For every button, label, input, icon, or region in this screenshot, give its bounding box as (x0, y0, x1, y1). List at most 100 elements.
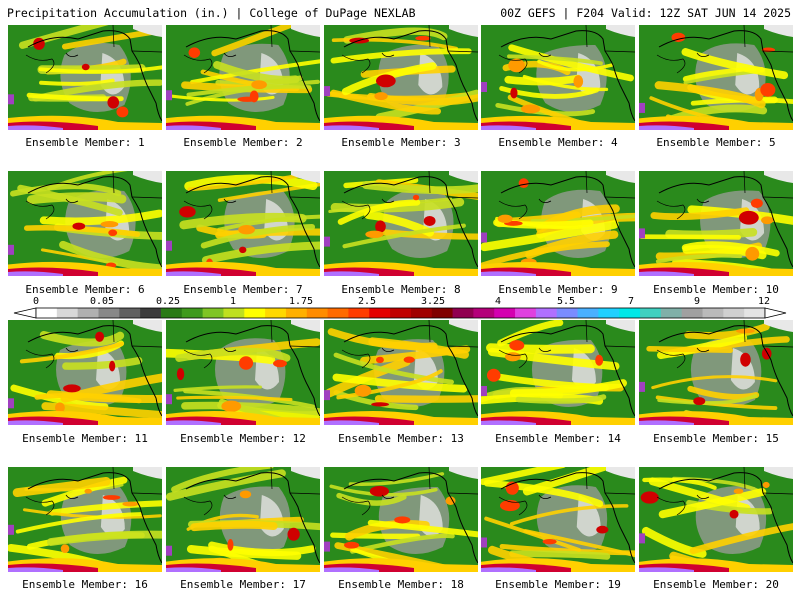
colorbar-segment (119, 308, 141, 318)
colorbar-segment (244, 308, 266, 318)
colorbar-tick-label: 1 (229, 296, 237, 307)
colorbar-segment (660, 308, 683, 318)
ensemble-map (324, 25, 478, 130)
colorbar-segment (494, 308, 516, 318)
precipitation-map (639, 25, 793, 130)
ensemble-member-label: Ensemble Member: 8 (341, 283, 461, 296)
ensemble-member-label: Ensemble Member: 10 (653, 283, 779, 296)
ensemble-member-label: Ensemble Member: 1 (25, 136, 145, 149)
colorbar-segment (723, 308, 745, 318)
header-title: Precipitation Accumulation (in.) | Colle… (7, 6, 416, 20)
precipitation-map (166, 320, 320, 425)
colorbar-segment (181, 308, 204, 318)
colorbar-segment (265, 308, 287, 318)
colorbar-low-arrow (13, 307, 37, 319)
ensemble-map (324, 320, 478, 425)
precipitation-map (166, 171, 320, 276)
precipitation-map (481, 25, 635, 130)
colorbar-tick-label: 12 (757, 296, 771, 307)
header-run-info: 00Z GEFS | F204 Valid: 12Z SAT JUN 14 20… (500, 6, 791, 20)
precipitation-map (324, 25, 478, 130)
ensemble-member-label: Ensemble Member: 11 (22, 432, 148, 445)
ensemble-map (8, 467, 162, 572)
precipitation-map (481, 320, 635, 425)
ensemble-map (166, 25, 320, 130)
ensemble-member-label: Ensemble Member: 20 (653, 578, 779, 591)
colorbar-segment (681, 308, 704, 318)
colorbar-segment (640, 308, 662, 318)
colorbar-segment (598, 308, 620, 318)
ensemble-map (481, 467, 635, 572)
colorbar-segment (556, 308, 579, 318)
ensemble-member-label: Ensemble Member: 5 (656, 136, 776, 149)
ensemble-map (8, 171, 162, 276)
ensemble-member-label: Ensemble Member: 19 (495, 578, 621, 591)
ensemble-map (166, 320, 320, 425)
ensemble-member-label: Ensemble Member: 16 (22, 578, 148, 591)
colorbar-tick-label: 0 (32, 296, 40, 307)
ensemble-member-label: Ensemble Member: 6 (25, 283, 145, 296)
colorbar-segment (473, 308, 495, 318)
colorbar-high-arrow (764, 307, 787, 319)
ensemble-map (481, 171, 635, 276)
ensemble-member-label: Ensemble Member: 17 (180, 578, 306, 591)
colorbar-segment (619, 308, 641, 318)
colorbar-tick-label: 0.25 (155, 296, 181, 307)
ensemble-map (324, 171, 478, 276)
precipitation-map (8, 320, 162, 425)
ensemble-map (639, 171, 793, 276)
colorbar-segment (98, 308, 120, 318)
precipitation-map (639, 171, 793, 276)
precipitation-map (8, 25, 162, 130)
precipitation-map (166, 467, 320, 572)
colorbar-segment (36, 308, 58, 318)
ensemble-map (481, 320, 635, 425)
ensemble-map (324, 467, 478, 572)
precipitation-map (8, 467, 162, 572)
colorbar-segment (202, 308, 224, 318)
precipitation-map (324, 467, 478, 572)
colorbar-segment (223, 308, 245, 318)
colorbar-segment (160, 308, 183, 318)
ensemble-map (8, 25, 162, 130)
colorbar-segment (285, 308, 308, 318)
ensemble-member-label: Ensemble Member: 15 (653, 432, 779, 445)
colorbar-segment (77, 308, 99, 318)
colorbar-tick-label: 5.5 (556, 296, 576, 307)
ensemble-map (166, 467, 320, 572)
colorbar-segment (535, 308, 558, 318)
precipitation-map (639, 320, 793, 425)
ensemble-member-label: Ensemble Member: 13 (338, 432, 464, 445)
precipitation-map (639, 467, 793, 572)
colorbar-segment (348, 308, 370, 318)
colorbar-segment (306, 308, 329, 318)
colorbar-segment (577, 308, 599, 318)
colorbar-tick-label: 2.5 (357, 296, 377, 307)
ensemble-map (166, 171, 320, 276)
colorbar-tick-label: 0.05 (89, 296, 115, 307)
ensemble-member-label: Ensemble Member: 4 (498, 136, 618, 149)
colorbar-segment (369, 308, 391, 318)
precipitation-map (166, 25, 320, 130)
ensemble-member-label: Ensemble Member: 12 (180, 432, 306, 445)
colorbar-scale (13, 307, 787, 319)
ensemble-member-label: Ensemble Member: 14 (495, 432, 621, 445)
colorbar-tick-label: 7 (627, 296, 635, 307)
colorbar-segment (390, 308, 412, 318)
ensemble-member-label: Ensemble Member: 3 (341, 136, 461, 149)
precipitation-map (481, 171, 635, 276)
ensemble-map (8, 320, 162, 425)
colorbar-tick-label: 4 (494, 296, 502, 307)
ensemble-map (639, 467, 793, 572)
precipitation-map (481, 467, 635, 572)
ensemble-map (481, 25, 635, 130)
colorbar-tick-label: 9 (693, 296, 701, 307)
colorbar-segment (327, 308, 349, 318)
ensemble-member-label: Ensemble Member: 7 (183, 283, 303, 296)
colorbar-segment (410, 308, 433, 318)
ensemble-member-label: Ensemble Member: 9 (498, 283, 618, 296)
precipitation-map (324, 171, 478, 276)
precipitation-map (8, 171, 162, 276)
colorbar-tick-label: 3.25 (420, 296, 446, 307)
colorbar-segment (431, 308, 454, 318)
